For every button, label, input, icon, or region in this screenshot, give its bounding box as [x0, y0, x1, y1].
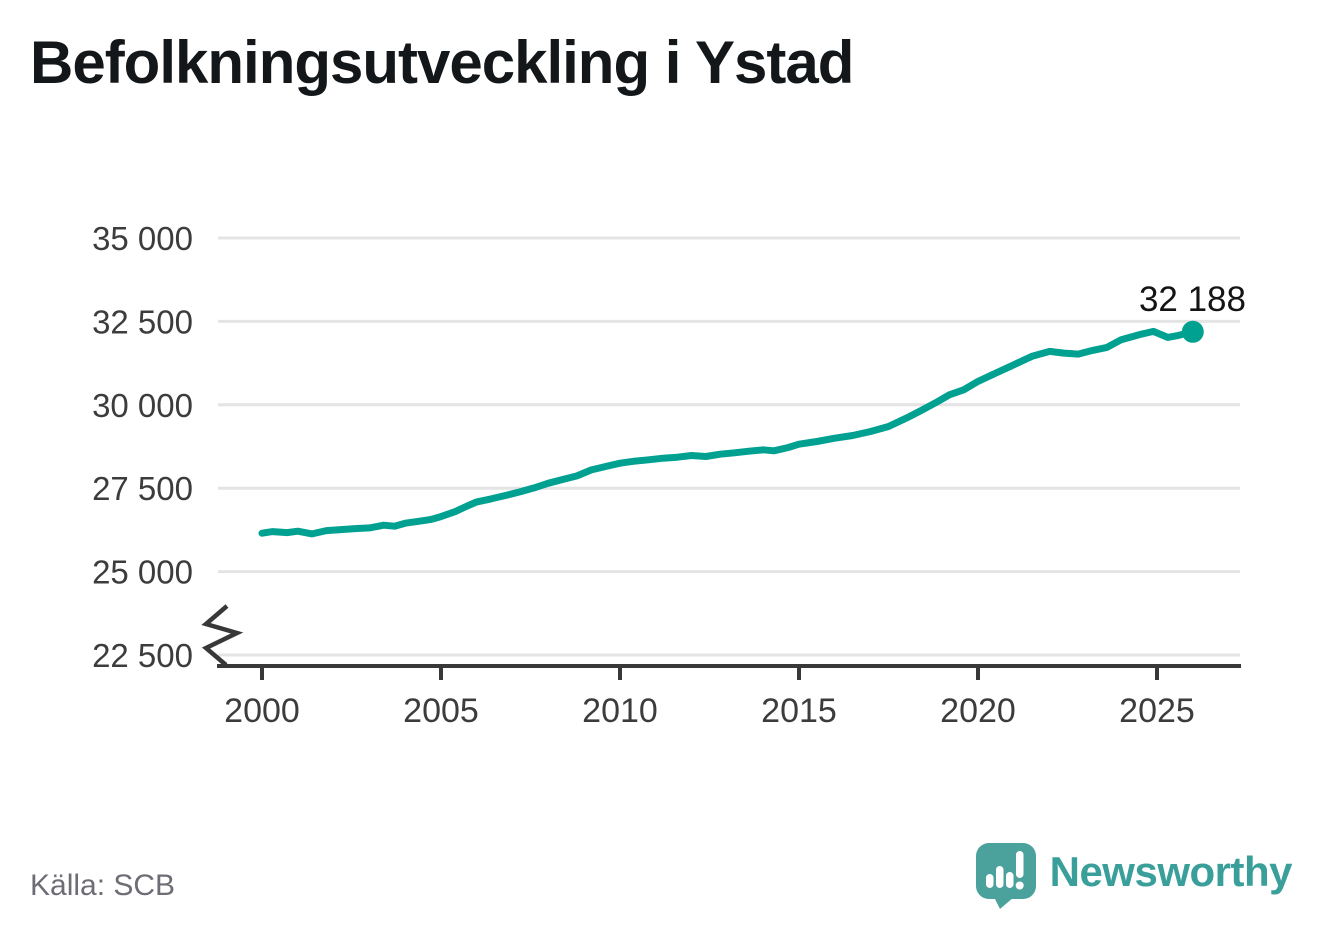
y-tick-label: 35 000 [92, 220, 193, 257]
y-tick-label: 22 500 [92, 637, 193, 674]
x-tick-label: 2005 [403, 692, 479, 730]
logo-bar-1 [985, 874, 994, 888]
x-tick-label: 2000 [224, 692, 300, 730]
end-point-marker [1181, 320, 1204, 343]
x-tick-label: 2015 [761, 692, 837, 730]
newsworthy-brand: Newsworthy [975, 842, 1293, 909]
page-title: Befolkningsutveckling i Ystad [30, 29, 854, 96]
y-tick-label: 27 500 [92, 470, 193, 507]
logo-exclamation-bar [1015, 851, 1024, 878]
x-tick-label: 2010 [582, 692, 658, 730]
population-line [258, 327, 1197, 538]
source-caption: Källa: SCB [30, 869, 176, 902]
x-tick-label: 2020 [940, 692, 1016, 730]
population-line-chart: 35 000 32 500 30 000 27 500 25 000 22 500 2000… [92, 220, 1241, 730]
logo-bubble-tail [993, 897, 1014, 909]
logo-bar-3 [1005, 872, 1014, 888]
x-tick-label: 2025 [1119, 692, 1195, 730]
end-value-label: 32 188 [1138, 280, 1246, 319]
logo-bar-2 [995, 866, 1004, 888]
logo-exclamation-dot [1015, 881, 1024, 890]
y-axis-break-icon [201, 604, 244, 667]
y-tick-label: 25 000 [92, 554, 193, 591]
newsworthy-logo-icon [975, 843, 1036, 909]
y-tick-label: 32 500 [92, 303, 193, 340]
y-tick-label: 30 000 [92, 387, 193, 424]
newsworthy-logo-text: Newsworthy [1049, 847, 1293, 895]
logo-bubble [975, 843, 1036, 899]
